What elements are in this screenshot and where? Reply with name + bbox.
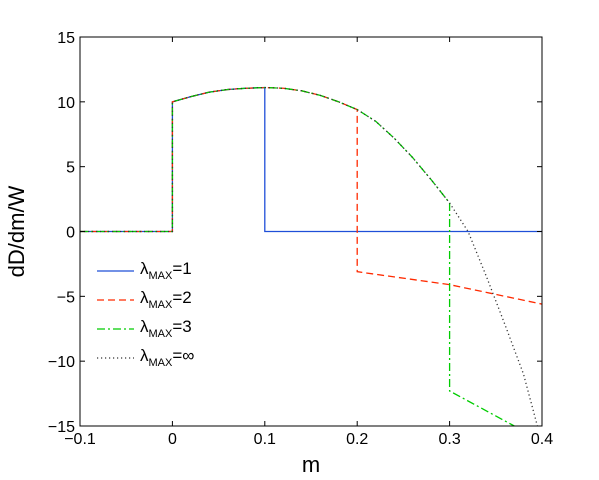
series-layer: [80, 86, 543, 427]
series-line-3: [80, 86, 515, 427]
y-tick-label: −10: [48, 354, 75, 371]
y-tick-label: 15: [57, 30, 75, 47]
x-axis-label: m: [302, 452, 320, 477]
x-tick-label: 0: [168, 431, 177, 448]
series-line-4: [80, 86, 539, 427]
y-tick-label: 10: [57, 95, 75, 112]
series-line-1: [80, 86, 542, 233]
y-tick-label: 5: [66, 160, 75, 177]
x-tick-label: 0.4: [531, 431, 553, 448]
y-tick-label: −5: [57, 289, 75, 306]
x-tick-label: 0.2: [346, 431, 368, 448]
y-tick-label: −15: [48, 419, 75, 436]
x-tick-label: 0.3: [438, 431, 460, 448]
legend: λMAX=1 λMAX=2 λMAX=3 λMAX=∞: [97, 259, 194, 369]
x-tick-label: −0.1: [64, 431, 96, 448]
ticks-layer: −0.1 0 0.1 0.2 0.3 0.4 −15 −10 −5 0 5 10 15: [48, 30, 553, 448]
x-tick-label: 0.1: [254, 431, 276, 448]
legend-label-2: λMAX=2: [140, 288, 192, 311]
legend-label-1: λMAX=1: [140, 259, 192, 282]
y-tick-label: 0: [66, 225, 75, 242]
y-axis-label: dD/dm/W: [4, 185, 29, 277]
legend-label-4: λMAX=∞: [140, 346, 194, 369]
legend-label-3: λMAX=3: [140, 317, 192, 340]
